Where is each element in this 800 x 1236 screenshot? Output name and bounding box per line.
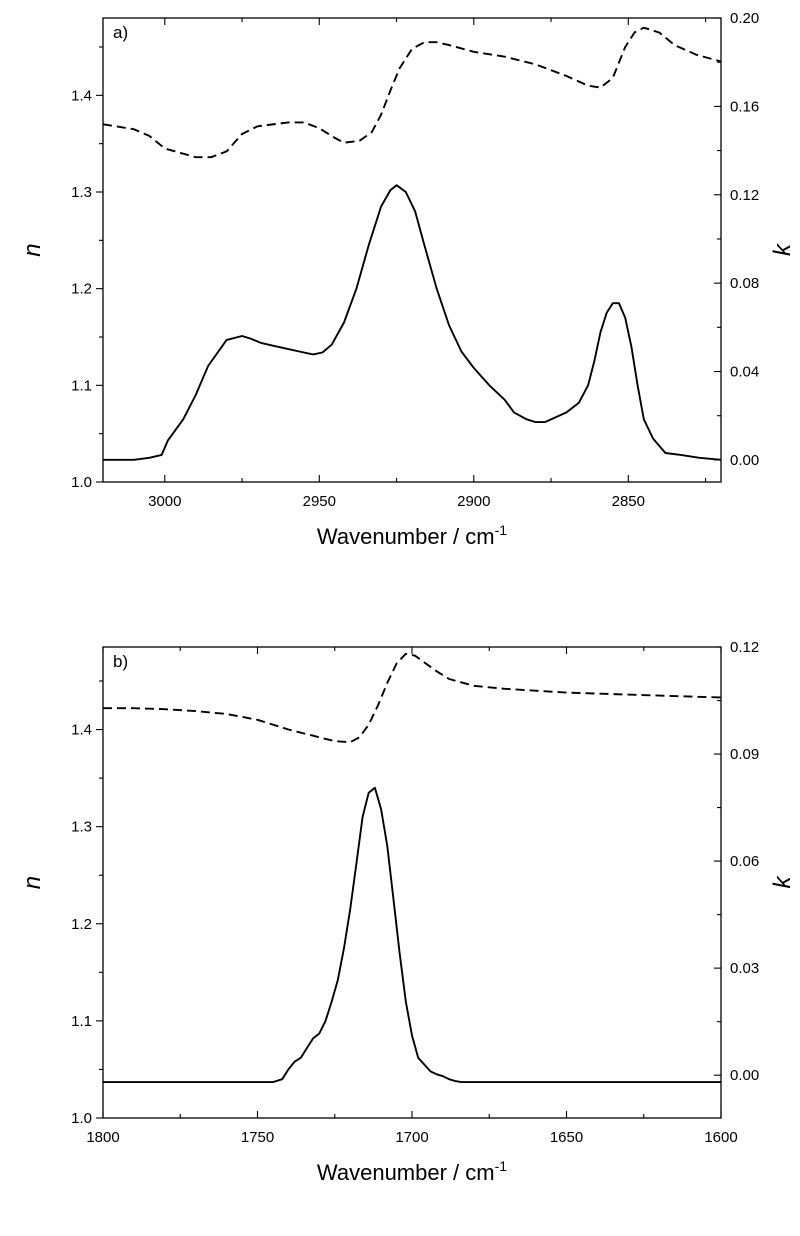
x-tick-label: 1600 (704, 1129, 737, 1146)
x-tick-label: 1650 (550, 1129, 583, 1146)
y-left-tick-label: 1.3 (71, 184, 92, 201)
y-right-tick-label: 0.06 (730, 853, 759, 870)
y-left-tick-label: 1.4 (71, 87, 92, 104)
series-line-dashed (103, 652, 722, 744)
x-tick-label: 2850 (612, 493, 645, 510)
chart-panel-a: 3000 2950 2900 2850 1.0 1.1 1.2 1.3 1.4 0.00 0.04 0… (19, 10, 796, 549)
y-left-tick-label: 1.1 (71, 377, 92, 394)
y-left-axis-title: n (19, 876, 46, 889)
y-left-tick-label: 1.2 (71, 281, 92, 298)
y-right-tick-label: 0.08 (730, 275, 759, 292)
x-tick-label: 2900 (457, 493, 490, 510)
chart-panel-b: 1800 1750 1700 1650 1600 1.0 1.1 1.2 1.3 1.4 0.00 0… (19, 639, 796, 1185)
y-right-tick-label: 0.12 (730, 187, 759, 204)
x-tick-label: 1700 (395, 1129, 428, 1146)
y-left-tick-label: 1.4 (71, 722, 92, 739)
series-line-solid (103, 786, 721, 1084)
series-line-solid (103, 184, 722, 461)
y-right-tick-label: 0.12 (730, 639, 759, 656)
y-left-tick-label: 1.2 (71, 916, 92, 933)
x-axis-title: Wavenumber / cm-1 (317, 1158, 507, 1185)
x-tick-label: 1800 (86, 1129, 119, 1146)
y-left-tick-label: 1.1 (71, 1013, 92, 1030)
y-right-tick-label: 0.04 (730, 364, 759, 381)
x-axis-title-unit-exponent: -1 (495, 522, 508, 538)
y-right-tick-label: 0.09 (730, 746, 759, 763)
x-axis-title-unit-exponent: -1 (495, 1158, 508, 1174)
y-right-tick-label: 0.00 (730, 452, 759, 469)
y-right-axis-title: k (769, 875, 796, 889)
y-right-tick-label: 0.00 (730, 1067, 759, 1084)
y-right-tick-label: 0.20 (730, 10, 759, 27)
x-tick-label: 2950 (303, 493, 336, 510)
y-left-tick-label: 1.0 (71, 1110, 92, 1127)
plot-frame (102, 17, 722, 483)
y-right-tick-label: 0.03 (730, 960, 759, 977)
y-right-tick-label: 0.16 (730, 98, 759, 115)
x-axis-title: Wavenumber / cm-1 (317, 522, 507, 549)
panel-label: b) (113, 652, 128, 671)
y-left-tick-label: 1.3 (71, 819, 92, 836)
panel-label: a) (113, 23, 128, 42)
x-tick-label: 1750 (241, 1129, 274, 1146)
y-left-tick-label: 1.0 (71, 474, 92, 491)
x-tick-label: 3000 (148, 493, 181, 510)
y-right-axis-title: k (769, 242, 796, 256)
x-axis-title-text: Wavenumber / cm (317, 524, 495, 549)
plot-frame (102, 646, 722, 1119)
y-left-axis-title: n (19, 243, 46, 256)
series-line-dashed (102, 26, 722, 159)
x-axis-title-text: Wavenumber / cm (317, 1160, 495, 1185)
